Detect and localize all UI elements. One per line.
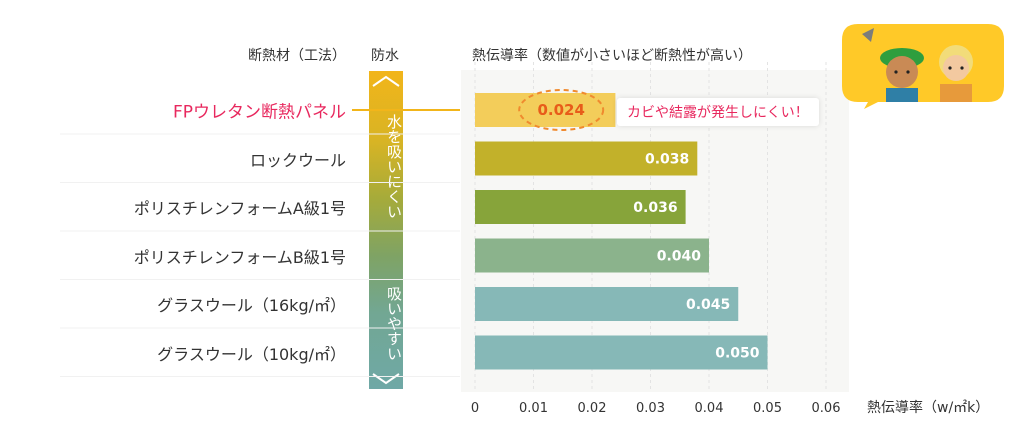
bar: [475, 141, 698, 176]
x-tick-label: 0.05: [753, 401, 782, 416]
category-label: ポリスチレンフォームB級1号: [133, 247, 346, 267]
category-label: グラスウール（10kg/㎡）: [157, 344, 346, 364]
x-axis-title: 熱伝導率（w/㎡k）: [867, 400, 990, 416]
chevron-up-icon: [372, 75, 400, 87]
x-tick-label: 0.01: [519, 401, 548, 416]
x-tick-label: 0.03: [636, 401, 665, 416]
callout-note: カビや結露が発生しにくい！: [617, 98, 819, 126]
x-tick-label: 0.02: [578, 401, 607, 416]
category-label: ロックウール: [249, 150, 346, 170]
bar-value-label: 0.036: [633, 200, 677, 216]
trowel-icon: [862, 28, 874, 42]
water-scale-bottom-text: 吸いやすい: [385, 286, 403, 361]
bar: [475, 190, 686, 224]
material-column-header: 断熱材（工法）: [248, 48, 346, 64]
water-scale-top-text: 水を吸いにくい: [385, 113, 403, 219]
category-label: FPウレタン断熱パネル: [172, 102, 346, 123]
bar-value-label: 0.045: [686, 297, 730, 313]
bar: [475, 287, 739, 321]
category-label: ポリスチレンフォームA級1号: [133, 199, 346, 218]
x-tick-label: 0.06: [812, 401, 841, 416]
highlight-ring: [518, 89, 605, 131]
x-tick-label: 0.04: [695, 401, 724, 416]
chart-header: 熱伝導率（数値が小さいほど断熱性が高い）: [472, 48, 752, 64]
bar-value-label: 0.040: [657, 249, 702, 265]
x-tick-label: 0: [471, 401, 479, 416]
bar: [475, 238, 709, 273]
bar-value-label: 0.050: [715, 346, 760, 362]
worker-icon: [880, 48, 924, 102]
water-column-header: 防水: [371, 48, 399, 64]
bar-value-label: 0.024: [537, 101, 584, 119]
category-label: グラスウール（16kg/㎡）: [157, 296, 346, 315]
water-resistance-scale: 水を吸いにくい 吸いやすい: [369, 71, 403, 389]
person-icon: [939, 45, 973, 102]
bar-value-label: 0.038: [645, 152, 689, 168]
bar: [475, 93, 616, 127]
bar: [475, 335, 768, 370]
speech-bubble-illustration: [842, 24, 1004, 109]
